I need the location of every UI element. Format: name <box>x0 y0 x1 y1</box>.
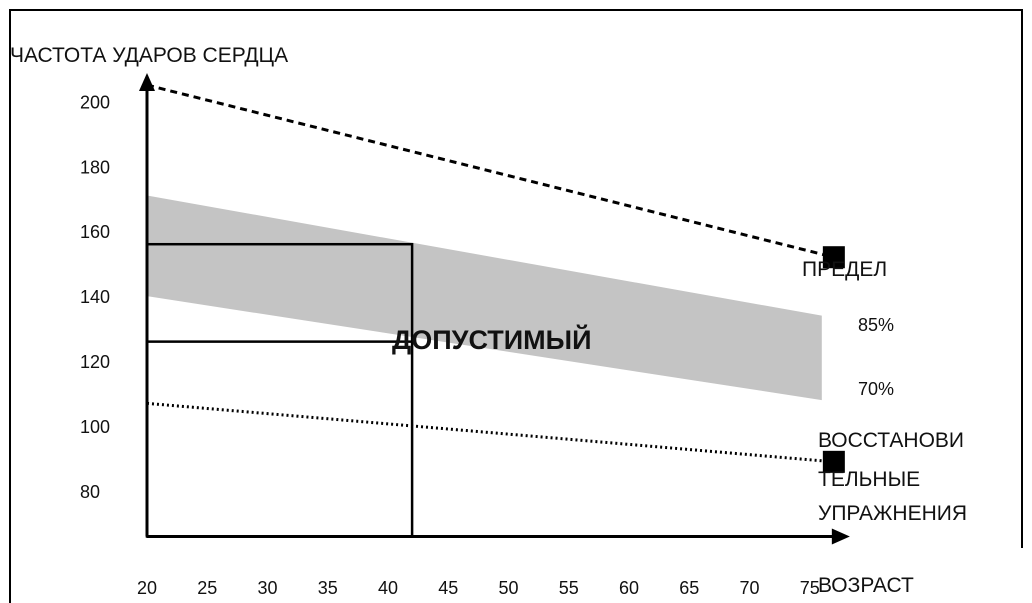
y-tick-200: 200 <box>80 92 110 112</box>
recovery-label-line2: ТЕЛЬНЫЕ <box>818 468 920 491</box>
recovery-marker <box>822 450 845 473</box>
x-tick-30: 30 <box>257 578 277 598</box>
x-axis-arrow <box>831 528 850 545</box>
y-tick-180: 180 <box>80 157 110 177</box>
y-axis-arrow <box>139 73 155 92</box>
x-tick-60: 60 <box>619 578 639 598</box>
pct70-label: 70% <box>858 379 894 399</box>
x-tick-75: 75 <box>800 578 820 598</box>
y-tick-160: 160 <box>80 222 110 242</box>
x-axis-title: ВОЗРАСТ <box>818 574 914 597</box>
y-axis-title: ЧАСТОТА УДАРОВ СЕРДЦА <box>10 44 288 67</box>
pct85-label: 85% <box>858 315 894 335</box>
y-tick-100: 100 <box>80 417 110 437</box>
x-tick-45: 45 <box>438 578 458 598</box>
limit-line <box>146 83 835 259</box>
limit-label: ПРЕДЕЛ <box>802 258 887 281</box>
x-tick-labels: 20 25 30 35 40 45 50 55 60 65 70 75 <box>137 578 820 598</box>
limit-marker <box>822 246 845 269</box>
x-tick-70: 70 <box>739 578 759 598</box>
y-tick-140: 140 <box>80 287 110 307</box>
x-tick-25: 25 <box>197 578 217 598</box>
recovery-label-line1: ВОССТАНОВИ <box>818 429 964 452</box>
figure-border <box>9 9 1023 603</box>
recovery-label-line3: УПРАЖНЕНИЯ <box>818 502 967 525</box>
x-tick-35: 35 <box>318 578 338 598</box>
target-zone-band <box>147 195 822 401</box>
y-tick-120: 120 <box>80 352 110 372</box>
y-tick-labels: 80 100 120 140 160 180 200 <box>80 92 110 502</box>
x-tick-40: 40 <box>378 578 398 598</box>
recovery-line <box>146 401 834 464</box>
x-tick-55: 55 <box>559 578 579 598</box>
x-tick-65: 65 <box>679 578 699 598</box>
y-tick-80: 80 <box>80 482 100 502</box>
zone-label: ДОПУСТИМЫЙ <box>392 324 592 355</box>
x-tick-50: 50 <box>498 578 518 598</box>
x-tick-20: 20 <box>137 578 157 598</box>
